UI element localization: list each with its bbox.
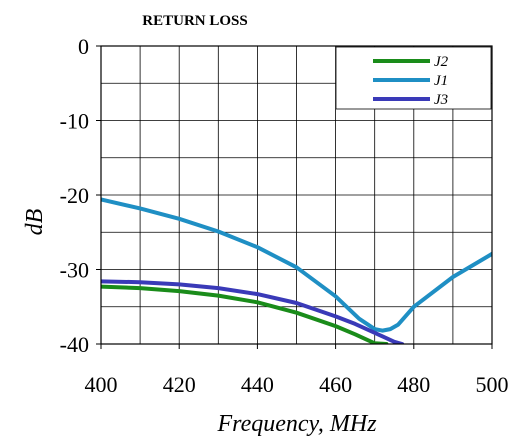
legend-label-j2: J2 bbox=[434, 54, 449, 70]
y-tick-label: 0 bbox=[78, 34, 89, 59]
x-tick-label: 500 bbox=[476, 372, 509, 397]
x-tick-label: 420 bbox=[163, 372, 196, 397]
y-tick-label: -30 bbox=[60, 258, 89, 283]
y-axis-label: dB bbox=[22, 208, 48, 235]
x-axis-label: Frequency, MHz bbox=[216, 411, 377, 437]
y-tick-label: -40 bbox=[60, 332, 89, 357]
y-tick-label: -20 bbox=[60, 183, 89, 208]
series-line-j2 bbox=[101, 284, 389, 344]
y-tick-labels: 0 -10 -20 -30 -40 bbox=[60, 34, 101, 357]
x-tick-labels: 400 420 440 460 480 500 bbox=[85, 344, 509, 397]
series-group bbox=[101, 197, 492, 344]
y-tick-label: -10 bbox=[60, 109, 89, 134]
chart-title: RETURN LOSS bbox=[142, 13, 247, 29]
x-tick-label: 440 bbox=[241, 372, 274, 397]
series-line-j3 bbox=[101, 279, 405, 344]
legend-label-j3: J3 bbox=[434, 92, 448, 108]
legend: J2 J1 J3 bbox=[335, 46, 492, 110]
x-tick-label: 400 bbox=[85, 372, 118, 397]
x-tick-label: 460 bbox=[319, 372, 352, 397]
legend-label-j1: J1 bbox=[434, 73, 448, 89]
x-tick-label: 480 bbox=[397, 372, 430, 397]
series-line-j1 bbox=[101, 197, 492, 333]
